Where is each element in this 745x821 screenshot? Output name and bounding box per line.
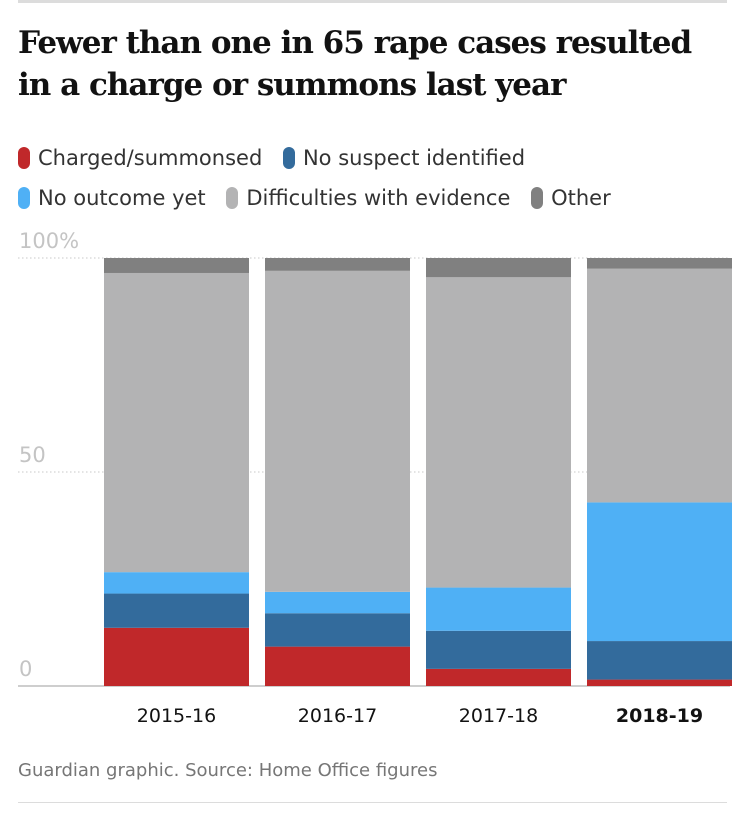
legend-label-evidence: Difficulties with evidence	[246, 186, 511, 210]
legend-item-evidence: Difficulties with evidence	[226, 180, 510, 216]
bar-segment-2017-18-charged-summonsed	[426, 668, 571, 686]
x-tick-label-2016-17: 2016-17	[298, 705, 377, 727]
legend-label-charged: Charged/summonsed	[38, 146, 263, 170]
bar-segment-2015-16-charged-summonsed	[104, 627, 249, 686]
bar-segment-2016-17-no-suspect-identified	[265, 613, 410, 647]
bar-segment-2017-18-other	[426, 258, 571, 278]
legend-label-other: Other	[551, 186, 611, 210]
legend-swatch-evidence	[226, 187, 239, 209]
bottom-rule	[18, 802, 727, 803]
x-tick-label-2017-18: 2017-18	[459, 705, 538, 727]
legend-item-charged: Charged/summonsed	[18, 140, 262, 176]
bar-segment-2018-19-difficulties-with-evidence	[587, 268, 732, 503]
top-rule	[18, 0, 727, 3]
bar-segment-2015-16-other	[104, 258, 249, 273]
bar-segment-2015-16-no-outcome-yet	[104, 572, 249, 594]
bar-segment-2017-18-difficulties-with-evidence	[426, 277, 571, 588]
source-note: Guardian graphic. Source: Home Office fi…	[18, 760, 438, 781]
bar-segment-2016-17-charged-summonsed	[265, 646, 410, 686]
stacked-bar-chart: 0 50 100% 2015-16 2016-17 2017-18 2018-19	[18, 229, 732, 727]
bar-segment-2016-17-difficulties-with-evidence	[265, 270, 410, 592]
legend-item-other: Other	[531, 180, 611, 216]
y-tick-label-100: 100%	[19, 229, 79, 253]
bar-segment-2018-19-other	[587, 258, 732, 269]
y-tick-label-0: 0	[19, 657, 32, 681]
bar-segment-2018-19-charged-summonsed	[587, 679, 732, 686]
bar-segment-2016-17-no-outcome-yet	[265, 591, 410, 614]
x-tick-label-2018-19: 2018-19	[616, 705, 703, 727]
bar-segment-2015-16-difficulties-with-evidence	[104, 272, 249, 573]
bar-segment-2016-17-other	[265, 258, 410, 271]
legend-item-no-outcome: No outcome yet	[18, 180, 206, 216]
legend-label-no-suspect: No suspect identified	[302, 146, 526, 170]
legend: Charged/summonsed No suspect identified …	[18, 140, 728, 220]
bar-segment-2018-19-no-outcome-yet	[587, 502, 732, 642]
x-tick-label-2015-16: 2015-16	[137, 705, 216, 727]
legend-swatch-no-suspect	[282, 147, 295, 169]
legend-swatch-charged	[18, 147, 30, 169]
legend-label-no-outcome: No outcome yet	[38, 186, 206, 210]
bar-segment-2018-19-no-suspect-identified	[587, 641, 732, 680]
legend-swatch-other	[531, 187, 544, 209]
bar-segment-2017-18-no-outcome-yet	[426, 587, 571, 631]
bar-segment-2017-18-no-suspect-identified	[426, 630, 571, 669]
y-tick-label-50: 50	[19, 443, 46, 467]
bar-segment-2015-16-no-suspect-identified	[104, 593, 249, 628]
legend-swatch-no-outcome	[18, 187, 30, 209]
legend-item-no-suspect: No suspect identified	[282, 140, 526, 176]
chart-title: Fewer than one in 65 rape cases resulted…	[18, 25, 692, 103]
